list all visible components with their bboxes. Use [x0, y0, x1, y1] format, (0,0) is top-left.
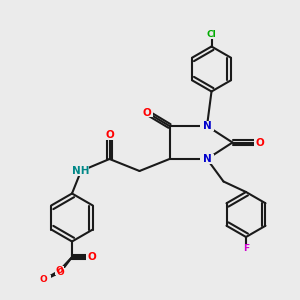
- Text: O: O: [105, 130, 114, 140]
- FancyBboxPatch shape: [242, 244, 250, 253]
- FancyBboxPatch shape: [200, 121, 214, 131]
- Text: N: N: [202, 154, 211, 164]
- Text: O: O: [57, 268, 64, 277]
- FancyBboxPatch shape: [141, 108, 153, 117]
- Text: O: O: [142, 107, 152, 118]
- FancyBboxPatch shape: [254, 138, 265, 147]
- Text: O: O: [87, 252, 96, 262]
- FancyBboxPatch shape: [74, 166, 88, 176]
- Text: Cl: Cl: [207, 30, 216, 39]
- FancyBboxPatch shape: [56, 268, 65, 276]
- Text: N: N: [202, 121, 211, 131]
- Text: NH: NH: [72, 166, 90, 176]
- Text: O: O: [40, 275, 48, 284]
- FancyBboxPatch shape: [36, 275, 51, 284]
- Text: F: F: [243, 244, 249, 253]
- FancyBboxPatch shape: [206, 30, 217, 39]
- FancyBboxPatch shape: [86, 252, 97, 262]
- Text: O: O: [56, 266, 63, 275]
- FancyBboxPatch shape: [200, 154, 214, 164]
- FancyBboxPatch shape: [104, 130, 115, 140]
- Text: O: O: [255, 137, 264, 148]
- FancyBboxPatch shape: [55, 266, 64, 275]
